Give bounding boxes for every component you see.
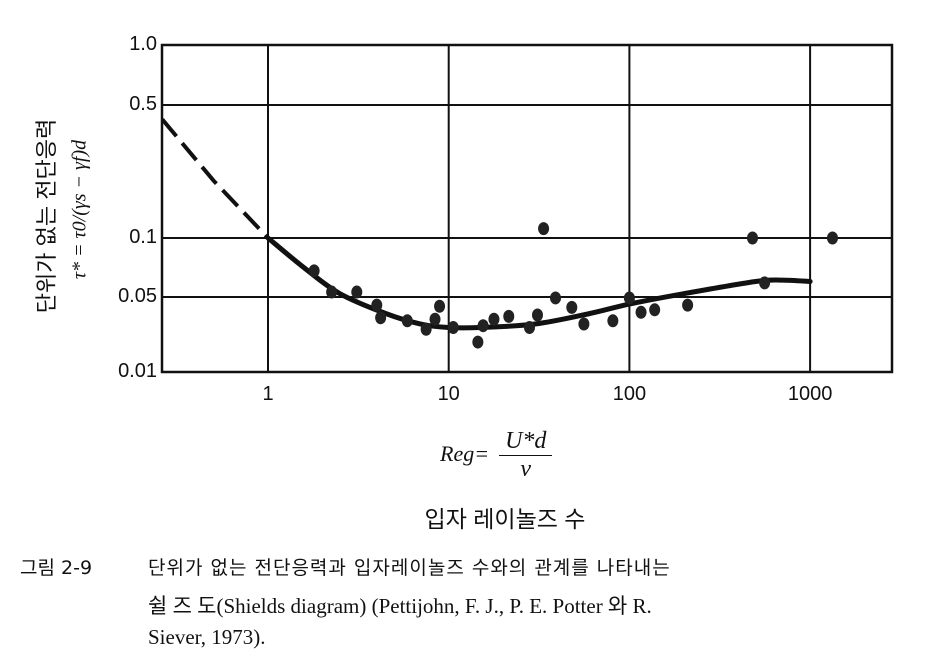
y-axis-label-formula: τ* = τ0/(γs − γf)d xyxy=(68,139,91,280)
data-point xyxy=(635,305,647,319)
data-point xyxy=(503,309,515,323)
dashed-curve xyxy=(160,118,270,240)
x-tick-label: 10 xyxy=(437,383,460,405)
data-point xyxy=(759,276,771,290)
data-point xyxy=(649,303,661,317)
data-point xyxy=(308,264,320,278)
data-point xyxy=(375,311,387,325)
formula-numerator: U*d xyxy=(499,428,553,456)
x-axis-formula: Reg= U*d v xyxy=(440,428,553,483)
data-point xyxy=(578,317,590,331)
caption-line-1: 단위가 없는 전단응력과 입자레이놀즈 수와의 관계를 나타내는 xyxy=(148,557,671,579)
x-tick-label: 1 xyxy=(262,383,274,405)
figure-label: 그림 2-9 xyxy=(20,557,93,579)
y-tick-label: 0.1 xyxy=(129,226,157,248)
shields-chart xyxy=(160,43,894,374)
data-point xyxy=(826,231,838,245)
y-tick-label: 0.05 xyxy=(118,285,157,307)
data-point xyxy=(747,231,759,245)
data-point xyxy=(420,322,432,336)
data-point xyxy=(682,298,694,312)
shields-curve xyxy=(265,235,813,331)
data-point xyxy=(401,314,413,328)
data-point xyxy=(326,285,338,299)
y-axis-label-korean: 단위가 없는 전단응력 xyxy=(34,118,59,314)
formula-lhs: Reg= xyxy=(440,441,490,467)
y-tick-label: 0.01 xyxy=(118,360,157,382)
data-point xyxy=(607,314,619,328)
data-point xyxy=(351,285,363,299)
y-tick-label: 1.0 xyxy=(129,33,157,55)
y-tick-label: 0.5 xyxy=(129,93,157,115)
plot-frame xyxy=(160,43,894,374)
data-point xyxy=(531,308,543,322)
data-point xyxy=(447,320,459,334)
x-tick-label: 100 xyxy=(612,383,647,405)
x-axis-label-korean: 입자 레이놀즈 수 xyxy=(424,506,586,532)
data-point xyxy=(477,319,489,333)
data-point xyxy=(524,320,536,334)
data-point xyxy=(566,300,578,314)
data-point xyxy=(429,312,441,326)
data-point xyxy=(488,312,500,326)
data-point xyxy=(538,222,550,236)
data-point xyxy=(550,291,562,305)
data-point xyxy=(623,291,635,305)
caption-line-3: Siever, 1973). xyxy=(148,625,266,649)
caption-line-2: 쉴 즈 도(Shields diagram) (Pettijohn, F. J.… xyxy=(148,594,652,618)
formula-denominator: v xyxy=(520,456,532,482)
data-point xyxy=(472,335,484,349)
data-point xyxy=(434,299,446,313)
data-point xyxy=(371,298,383,312)
x-tick-label: 1000 xyxy=(787,383,833,405)
